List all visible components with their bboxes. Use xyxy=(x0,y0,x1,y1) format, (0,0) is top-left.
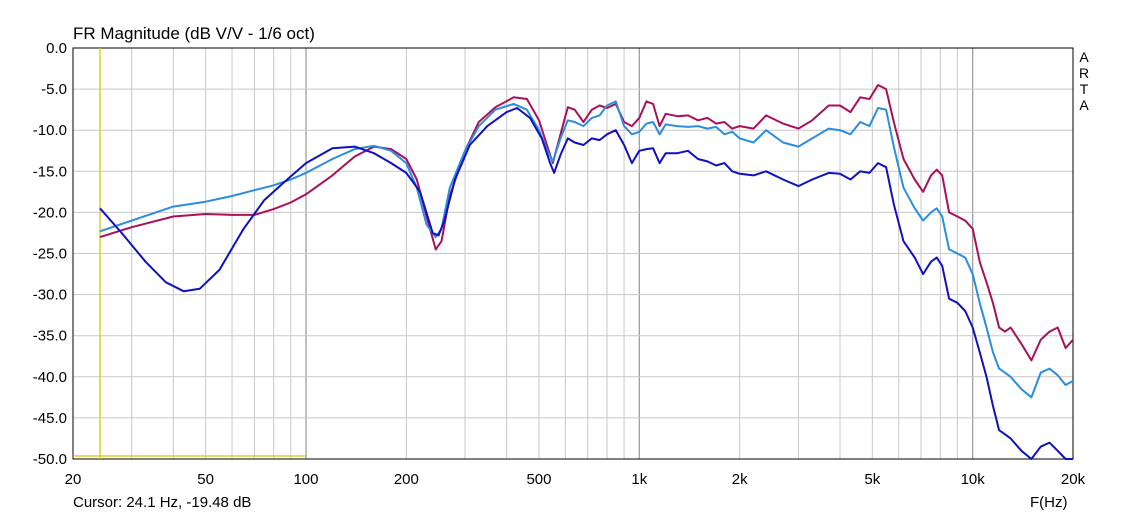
x-tick-label: 50 xyxy=(197,471,214,488)
x-tick-label: 2k xyxy=(732,471,748,488)
cursor-layer xyxy=(73,48,306,459)
brand-letter: T xyxy=(1080,81,1089,97)
x-tick-label: 1k xyxy=(631,471,647,488)
x-tick-label: 20k xyxy=(1061,471,1086,488)
series-line-1 xyxy=(99,84,1074,362)
x-axis-ticks: 20 50 100 200 500 1k 2k 5k 10k 20k xyxy=(65,471,1086,488)
y-tick-label: -45.0 xyxy=(33,410,67,427)
cursor-readout: Cursor: 24.1 Hz, -19.48 dB xyxy=(73,494,251,511)
y-tick-label: -25.0 xyxy=(33,246,67,263)
brand-letter: A xyxy=(1079,49,1089,65)
y-tick-label: -30.0 xyxy=(33,287,67,304)
brand-letter: A xyxy=(1079,97,1089,113)
series-layer xyxy=(99,84,1074,460)
x-tick-label: 20 xyxy=(65,471,82,488)
plot-area xyxy=(72,47,1074,460)
x-tick-label: 100 xyxy=(293,471,318,488)
y-tick-label: -15.0 xyxy=(33,163,67,180)
y-tick-label: -40.0 xyxy=(33,369,67,386)
y-tick-label: -5.0 xyxy=(41,81,67,98)
y-tick-label: -35.0 xyxy=(33,328,67,345)
y-tick-label: -20.0 xyxy=(33,204,67,221)
x-axis-label: F(Hz) xyxy=(1030,494,1068,511)
x-tick-label: 5k xyxy=(864,471,880,488)
y-tick-label: 0.0 xyxy=(46,40,67,57)
x-tick-label: 10k xyxy=(961,471,986,488)
x-tick-label: 500 xyxy=(526,471,551,488)
y-axis-ticks: 0.0 -5.0 -10.0 -15.0 -20.0 -25.0 -30.0 -35.0 -40… xyxy=(33,40,67,468)
series-line-2 xyxy=(99,100,1074,399)
y-tick-label: -50.0 xyxy=(33,451,67,468)
y-tick-label: -10.0 xyxy=(33,122,67,139)
chart-title: FR Magnitude (dB V/V - 1/6 oct) xyxy=(73,24,315,43)
brand-letter: R xyxy=(1079,65,1089,81)
x-tick-label: 200 xyxy=(394,471,419,488)
series-line-3 xyxy=(99,107,1073,460)
